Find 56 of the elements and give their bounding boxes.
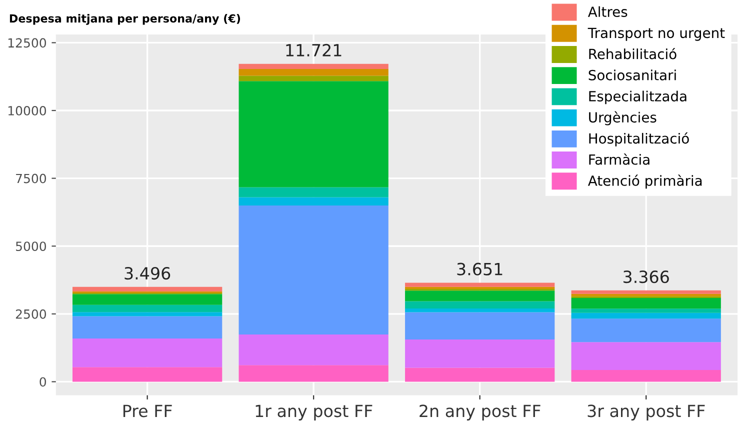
bar (405, 368, 555, 382)
bar (571, 342, 721, 370)
y-tick-label: 12500 (8, 38, 46, 48)
bar (238, 334, 388, 366)
legend-label: Farmàcia (589, 154, 650, 165)
bar (238, 81, 388, 188)
bar (405, 301, 555, 308)
bar (238, 76, 388, 82)
y-tick-label: 5000 (16, 242, 46, 252)
bar (238, 187, 388, 198)
legend-label: Rehabilitació (589, 48, 676, 60)
bar (238, 197, 388, 206)
total-label: 3.496 (124, 266, 170, 280)
bar (72, 312, 222, 316)
bar (238, 64, 388, 69)
bar (571, 308, 721, 313)
legend-label: Especialitzada (589, 90, 686, 104)
y-tick-label: 10000 (8, 106, 46, 116)
bar (571, 290, 721, 294)
bar (405, 340, 555, 368)
bar (571, 370, 721, 382)
bar (238, 68, 388, 76)
total-label: 11.721 (286, 44, 342, 56)
y-tick-label: 0 (40, 377, 46, 387)
bar (72, 367, 222, 382)
x-tick-label: 2n any post FF (420, 404, 540, 420)
bar (405, 286, 555, 290)
bar (238, 206, 388, 335)
bar (72, 286, 222, 292)
legend-label: Atenció primària (588, 174, 702, 189)
bar (571, 298, 721, 309)
bar (571, 294, 721, 296)
legend-label: Sociosanitari (588, 70, 676, 80)
total-label: 3.366 (624, 270, 669, 284)
bar (72, 338, 222, 368)
bar (405, 312, 555, 340)
x-tick-label: 3r any post FF (588, 404, 705, 420)
legend-label: Urgències (589, 111, 656, 126)
total-label: 3.651 (457, 262, 502, 276)
bar (72, 294, 222, 305)
bar (405, 282, 555, 287)
chart-title: Despesa mitjana per persona/any (€) (10, 14, 240, 25)
bar (72, 304, 222, 312)
bar (405, 308, 555, 312)
legend-label: Altres (588, 6, 628, 18)
bar (405, 290, 555, 302)
legend-label: Transport no urgent (588, 28, 725, 41)
y-tick-label: 2500 (16, 309, 46, 319)
x-tick-label: Pre FF (123, 404, 172, 418)
bar (571, 312, 721, 319)
legend-label: Hospitalització (589, 132, 689, 146)
bar (72, 316, 222, 339)
bar (571, 318, 721, 342)
x-tick-label: 1r any post FF (256, 404, 372, 420)
y-tick-label: 7500 (16, 174, 46, 184)
bar (238, 365, 388, 382)
